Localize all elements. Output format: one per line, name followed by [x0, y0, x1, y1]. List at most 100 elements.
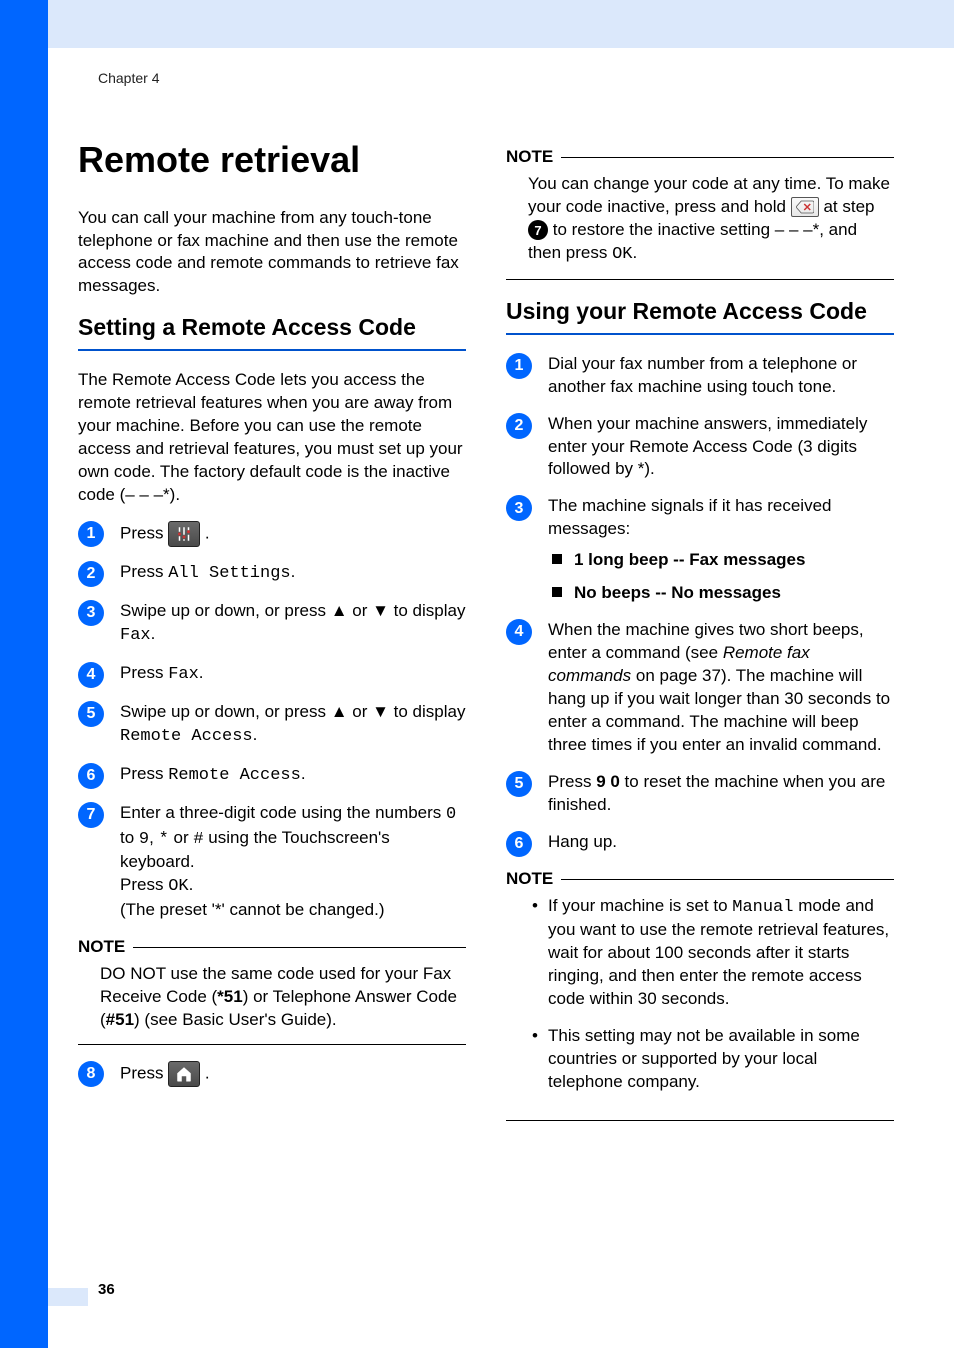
- step-2: 2 Press All Settings.: [78, 561, 466, 586]
- step-1: 1 Press .: [78, 521, 466, 547]
- note-code: #51: [106, 1010, 134, 1029]
- section-rule: [506, 333, 894, 335]
- step-text: The machine signals if it has received m…: [548, 496, 831, 538]
- code-text: OK: [168, 877, 188, 896]
- set-code-paragraph: The Remote Access Code lets you access t…: [78, 369, 466, 507]
- code-text: *: [159, 830, 169, 849]
- step-text: .: [291, 562, 296, 581]
- step-code: 9 0: [596, 772, 620, 791]
- step-text: Swipe up or down, or press ▲ or ▼ to dis…: [120, 702, 465, 721]
- step-8: 8 Press .: [78, 1061, 466, 1087]
- code-text: Remote Access: [168, 766, 301, 785]
- step-badge-2: 2: [78, 561, 104, 587]
- note-label: NOTE: [506, 146, 553, 169]
- note-bullet: If your machine is set to Manual mode an…: [532, 895, 890, 1012]
- step-text: Press: [120, 663, 168, 682]
- section-heading-use-code: Using your Remote Access Code: [506, 296, 894, 327]
- step-text: When the machine gives two short beeps, …: [548, 620, 864, 662]
- code-text: Remote Access: [120, 727, 253, 746]
- step-text: Press: [120, 875, 168, 894]
- signal-item: No beeps -- No messages: [552, 582, 894, 605]
- step-ref-7: 7: [528, 220, 548, 240]
- step-text: (The preset '*' cannot be changed.): [120, 900, 385, 919]
- note-end-rule: [506, 1120, 894, 1121]
- step-text: Enter a three-digit code using the numbe…: [120, 803, 446, 822]
- step-4: 4 When the machine gives two short beeps…: [506, 619, 894, 757]
- step-3: 3 The machine signals if it has received…: [506, 495, 894, 605]
- step-badge-1: 1: [78, 521, 104, 547]
- page: Chapter 4 Remote retrieval You can call …: [0, 0, 954, 1348]
- step-badge-5: 5: [78, 701, 104, 727]
- intro-paragraph: You can call your machine from any touch…: [78, 207, 466, 299]
- section-rule: [78, 349, 466, 351]
- note-bullet: This setting may not be available in som…: [532, 1025, 890, 1094]
- step-2: 2 When your machine answers, immediately…: [506, 413, 894, 482]
- step-text: Press: [120, 764, 168, 783]
- step-text: .: [189, 875, 194, 894]
- step-7: 7 Enter a three-digit code using the num…: [78, 802, 466, 923]
- signal-list: 1 long beep -- Fax messages No beeps -- …: [548, 549, 894, 605]
- step-6: 6 Press Remote Access.: [78, 763, 466, 788]
- step-5: 5 Swipe up or down, or press ▲ or ▼ to d…: [78, 701, 466, 749]
- note-bullets: If your machine is set to Manual mode an…: [528, 895, 890, 1095]
- step-4: 4 Press Fax.: [78, 662, 466, 687]
- step-text: .: [205, 524, 210, 543]
- left-column: Remote retrieval You can call your machi…: [78, 136, 466, 1137]
- note-text: .: [633, 243, 638, 262]
- set-code-steps-cont: 8 Press .: [78, 1061, 466, 1087]
- step-text: Hang up.: [548, 832, 617, 851]
- step-text: .: [205, 1064, 210, 1083]
- note-rule: [561, 157, 894, 158]
- signal-item: 1 long beep -- Fax messages: [552, 549, 894, 572]
- note-end-rule: [78, 1044, 466, 1045]
- code-text: #: [193, 830, 203, 849]
- page-number: 36: [98, 1281, 115, 1298]
- step-text: or: [169, 828, 194, 847]
- content-area: Chapter 4 Remote retrieval You can call …: [78, 70, 894, 1137]
- code-text: 0: [446, 805, 456, 824]
- top-band: [48, 0, 954, 48]
- bottom-band: [48, 1288, 88, 1306]
- step-text: .: [151, 624, 156, 643]
- step-badge-5: 5: [506, 771, 532, 797]
- right-column: NOTE You can change your code at any tim…: [506, 136, 894, 1137]
- chapter-label: Chapter 4: [98, 70, 894, 86]
- step-text: Press: [120, 562, 168, 581]
- step-badge-6: 6: [506, 831, 532, 857]
- step-text: Press: [120, 524, 168, 543]
- settings-icon: [168, 521, 200, 547]
- use-code-steps: 1 Dial your fax number from a telephone …: [506, 353, 894, 854]
- step-5: 5 Press 9 0 to reset the machine when yo…: [506, 771, 894, 817]
- step-text: ,: [149, 828, 158, 847]
- code-text: OK: [612, 245, 632, 264]
- note-rule: [561, 879, 894, 880]
- backspace-icon: [791, 197, 819, 217]
- step-badge-8: 8: [78, 1061, 104, 1087]
- step-badge-3: 3: [78, 600, 104, 626]
- note-label: NOTE: [78, 936, 125, 959]
- note-header: NOTE: [506, 146, 894, 169]
- note-body: You can change your code at any time. To…: [506, 173, 894, 271]
- code-text: All Settings: [168, 564, 290, 583]
- step-3: 3 Swipe up or down, or press ▲ or ▼ to d…: [78, 600, 466, 648]
- step-text: .: [301, 764, 306, 783]
- step-1: 1 Dial your fax number from a telephone …: [506, 353, 894, 399]
- note-header: NOTE: [78, 936, 466, 959]
- step-text: .: [199, 663, 204, 682]
- section-heading-set-code: Setting a Remote Access Code: [78, 312, 466, 343]
- note-text: to restore the inactive setting – – –*, …: [528, 220, 857, 262]
- home-icon: [168, 1061, 200, 1087]
- step-text: Dial your fax number from a telephone or…: [548, 354, 857, 396]
- step-badge-4: 4: [78, 662, 104, 688]
- step-badge-1: 1: [506, 353, 532, 379]
- page-title: Remote retrieval: [78, 136, 466, 185]
- note-code: *51: [217, 987, 243, 1006]
- step-badge-4: 4: [506, 619, 532, 645]
- step-text: Press: [548, 772, 596, 791]
- step-badge-6: 6: [78, 763, 104, 789]
- left-blue-strip: [0, 0, 48, 1348]
- code-text: Fax: [120, 626, 151, 645]
- step-6: 6 Hang up.: [506, 831, 894, 854]
- note-text: If your machine is set to: [548, 896, 732, 915]
- step-badge-7: 7: [78, 802, 104, 828]
